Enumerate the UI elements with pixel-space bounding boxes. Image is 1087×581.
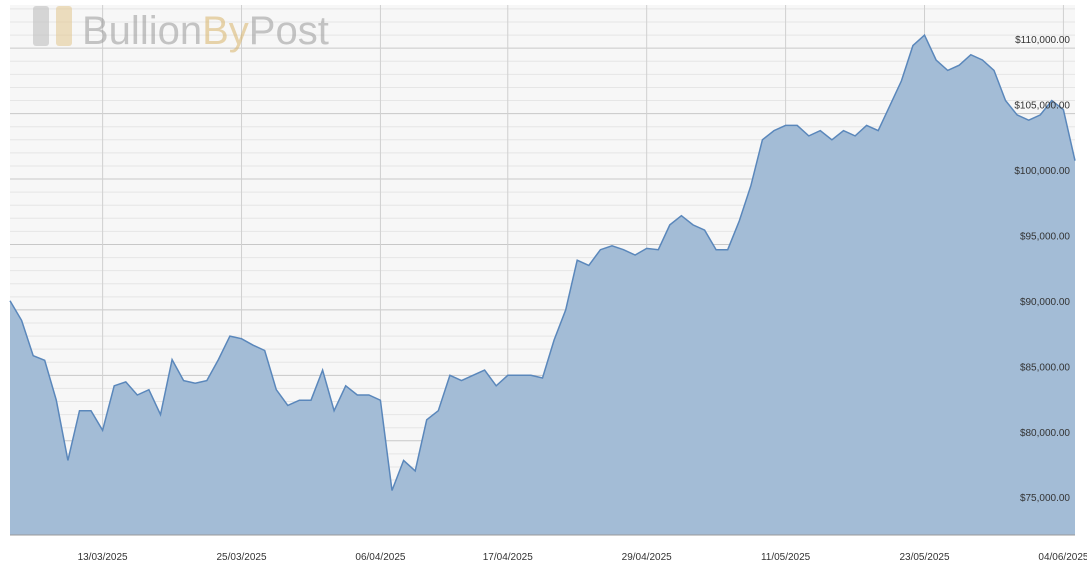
y-tick-label: $95,000.00 <box>1020 231 1070 242</box>
logo-part: By <box>202 9 249 53</box>
y-tick-label: $90,000.00 <box>1020 297 1070 308</box>
y-tick-label: $75,000.00 <box>1020 493 1070 504</box>
x-tick-label: 29/04/2025 <box>622 552 672 563</box>
logo-part: Bullion <box>82 9 202 53</box>
y-tick-label: $110,000.00 <box>1015 35 1070 46</box>
logo-bar <box>56 6 72 46</box>
line <box>9 33 1076 491</box>
area <box>10 35 1075 535</box>
x-tick-label: 06/04/2025 <box>355 552 405 563</box>
logo: BullionByPost <box>33 6 329 53</box>
y-tick-label: $85,000.00 <box>1020 362 1070 373</box>
x-tick-label: 25/03/2025 <box>216 552 266 563</box>
y-tick-label: $80,000.00 <box>1020 428 1070 439</box>
x-tick-label: 23/05/2025 <box>899 552 949 563</box>
x-tick-label: 13/03/2025 <box>78 552 128 563</box>
x-tick-label: 04/06/2025 <box>1038 552 1087 563</box>
logo-text: BullionByPost <box>82 9 329 53</box>
y-tick-label: $105,000.00 <box>1014 101 1070 112</box>
x-tick-label: 17/04/2025 <box>483 552 533 563</box>
y-tick-label: $100,000.00 <box>1014 166 1070 177</box>
x-tick-label: 11/05/2025 <box>761 552 811 563</box>
logo-bar <box>33 6 49 46</box>
logo-part: Post <box>249 9 329 53</box>
